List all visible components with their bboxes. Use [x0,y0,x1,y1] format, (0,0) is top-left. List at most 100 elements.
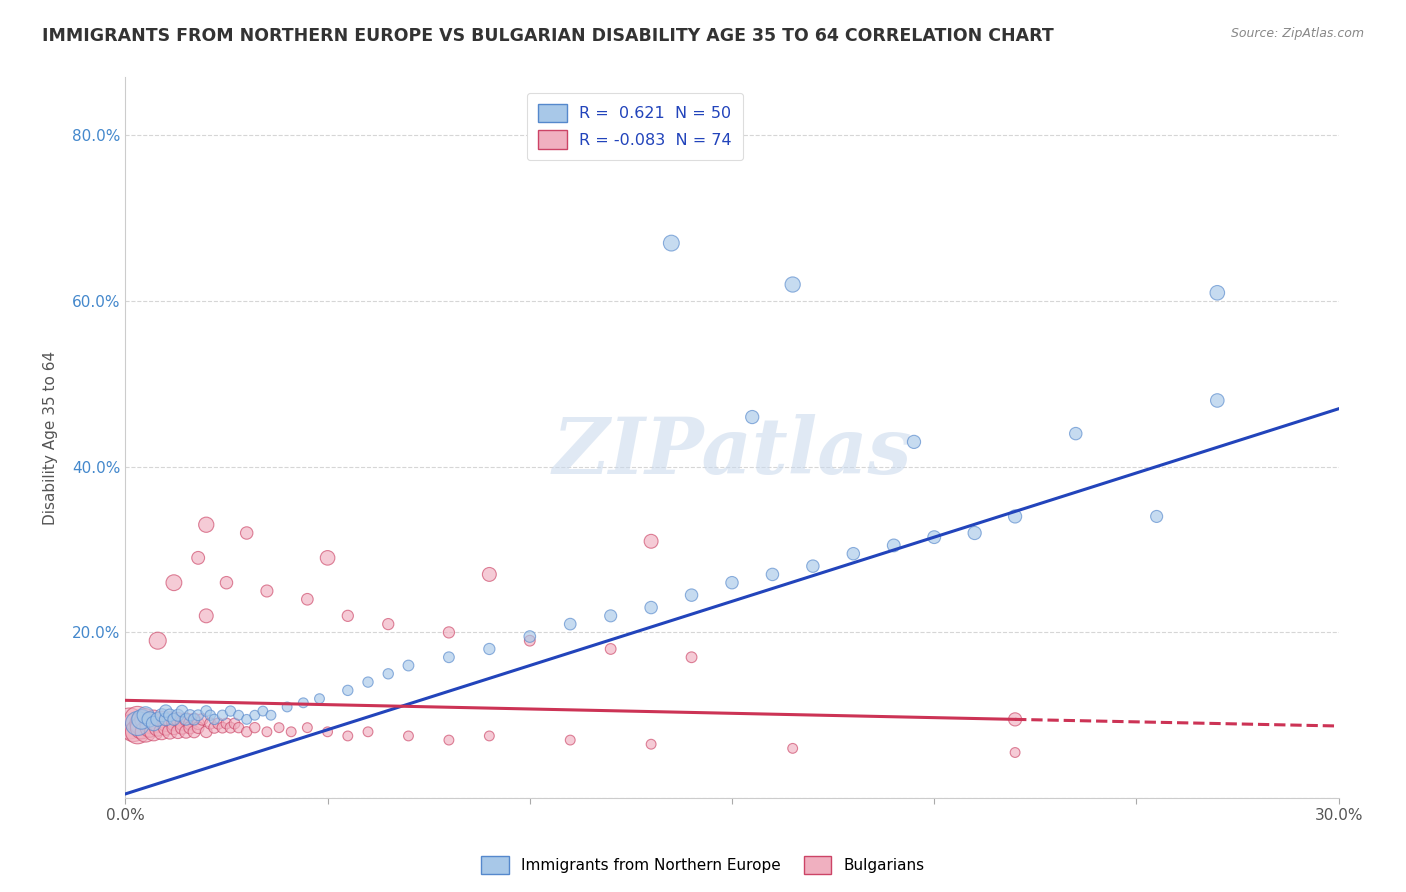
Point [183,712,205,726]
Point [146,633,169,648]
Point [155,716,177,731]
Legend: R =  0.621  N = 50, R = -0.083  N = 74: R = 0.621 N = 50, R = -0.083 N = 74 [527,93,744,160]
Point [801,559,824,574]
Point [721,575,744,590]
Point [195,724,218,739]
Point [640,600,662,615]
Point [478,729,501,743]
Point [782,741,804,756]
Point [903,434,925,449]
Point [183,724,205,739]
Point [336,729,359,743]
Text: Source: ZipAtlas.com: Source: ZipAtlas.com [1230,27,1364,40]
Point [659,236,682,251]
Point [377,666,399,681]
Point [202,712,225,726]
Point [170,721,193,735]
Point [437,650,460,665]
Point [146,716,169,731]
Point [174,724,197,739]
Point [150,724,173,739]
Point [243,721,266,735]
Point [235,724,257,739]
Point [398,729,420,743]
Point [135,712,157,726]
Point [131,712,153,726]
Point [159,712,181,726]
Point [252,704,274,718]
Point [135,708,157,723]
Point [200,708,222,723]
Point [640,737,662,751]
Point [195,704,218,718]
Legend: Immigrants from Northern Europe, Bulgarians: Immigrants from Northern Europe, Bulgari… [475,850,931,880]
Point [155,712,177,726]
Point [1206,393,1229,408]
Point [336,683,359,698]
Point [357,724,380,739]
Point [159,708,181,723]
Point [267,721,290,735]
Point [142,712,165,726]
Point [681,588,703,602]
Point [215,716,238,731]
Point [357,675,380,690]
Point [224,716,246,731]
Point [1004,712,1026,726]
Point [1064,426,1087,441]
Point [219,721,242,735]
Point [138,721,160,735]
Point [560,733,582,747]
Point [963,526,986,541]
Point [122,721,145,735]
Point [170,704,193,718]
Point [741,410,763,425]
Point [219,704,242,718]
Point [519,630,541,644]
Point [243,708,266,723]
Point [179,721,201,735]
Point [1146,509,1168,524]
Point [599,642,621,657]
Point [174,712,197,726]
Point [297,721,319,735]
Point [163,716,186,731]
Point [142,724,165,739]
Point [761,567,783,582]
Point [377,617,399,632]
Point [174,712,197,726]
Point [211,721,233,735]
Point [478,567,501,582]
Point [118,716,141,731]
Point [235,712,257,726]
Y-axis label: Disability Age 35 to 64: Disability Age 35 to 64 [44,351,58,524]
Point [782,277,804,292]
Point [202,721,225,735]
Point [146,712,169,726]
Point [179,708,201,723]
Point [437,625,460,640]
Point [437,733,460,747]
Point [163,712,186,726]
Text: IMMIGRANTS FROM NORTHERN EUROPE VS BULGARIAN DISABILITY AGE 35 TO 64 CORRELATION: IMMIGRANTS FROM NORTHERN EUROPE VS BULGA… [42,27,1054,45]
Point [163,575,186,590]
Point [519,633,541,648]
Point [150,708,173,723]
Point [640,534,662,549]
Text: ZIPatlas: ZIPatlas [553,414,911,491]
Point [922,530,945,544]
Point [191,712,214,726]
Point [167,724,190,739]
Point [308,691,330,706]
Point [131,721,153,735]
Point [195,517,218,532]
Point [163,721,186,735]
Point [316,550,339,565]
Point [1206,285,1229,300]
Point [187,550,209,565]
Point [316,724,339,739]
Point [560,617,582,632]
Point [260,708,283,723]
Point [187,716,209,731]
Point [398,658,420,673]
